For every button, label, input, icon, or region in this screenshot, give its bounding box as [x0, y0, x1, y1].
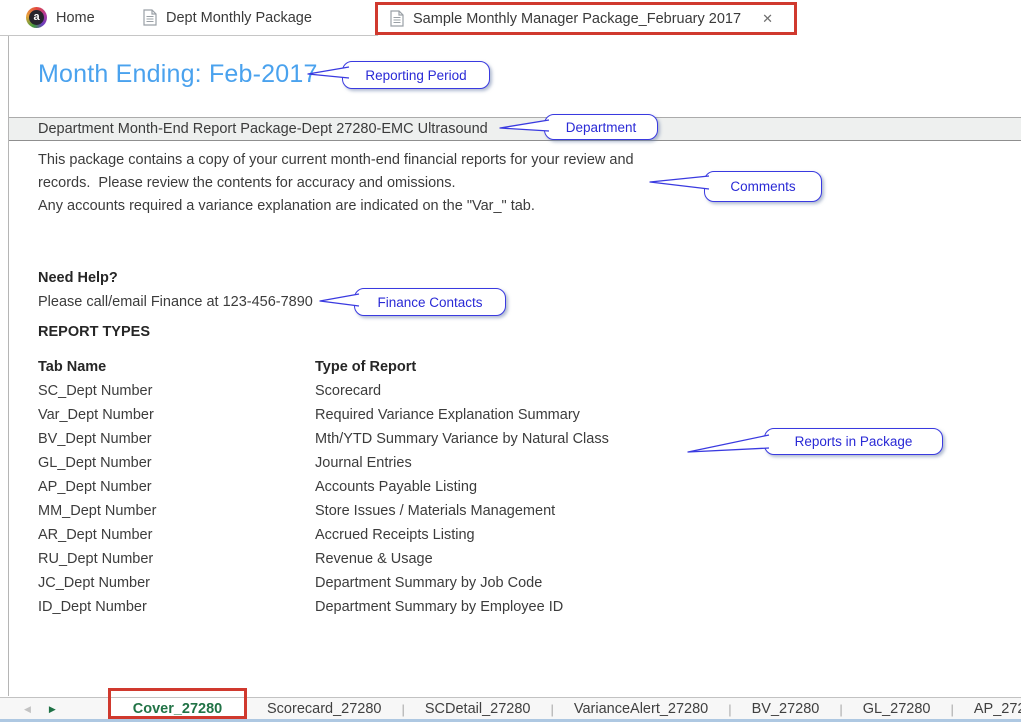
- content-frame-left-border: [8, 36, 9, 696]
- cell-tab-name: GL_Dept Number: [38, 455, 152, 471]
- department-header-text: Department Month-End Report Package-Dept…: [38, 121, 488, 137]
- callout-tail: [649, 175, 710, 190]
- table-row: AR_Dept Number Accrued Receipts Listing: [38, 523, 735, 547]
- sheet-tab-bv[interactable]: BV_27280: [751, 701, 820, 717]
- table-row: GL_Dept Number Journal Entries: [38, 451, 735, 475]
- report-types-table: Tab Name Type of Report SC_Dept Number S…: [38, 355, 735, 619]
- sheet-tab-scorecard[interactable]: Scorecard_27280: [267, 701, 382, 717]
- topbar-divider: [0, 35, 378, 36]
- cell-report-type: Department Summary by Job Code: [315, 575, 543, 591]
- sheet-tab-cover[interactable]: Cover_27280: [111, 698, 244, 720]
- cell-report-type: Store Issues / Materials Management: [315, 503, 556, 519]
- cell-tab-name: Var_Dept Number: [38, 407, 154, 423]
- table-row: AP_Dept Number Accounts Payable Listing: [38, 475, 735, 499]
- sheet-tab-separator: |: [401, 701, 405, 717]
- sheet-tab-ap[interactable]: AP_27280: [973, 701, 1021, 717]
- tab-dept-monthly-package-label: Dept Monthly Package: [166, 9, 312, 26]
- tab-dept-monthly-package[interactable]: Dept Monthly Package: [143, 0, 312, 35]
- cell-report-type: Accounts Payable Listing: [315, 479, 478, 495]
- window-bottom-edge: [0, 719, 1021, 722]
- cell-report-type: Scorecard: [315, 383, 382, 399]
- sheet-tab-gl[interactable]: GL_27280: [862, 701, 931, 717]
- cell-report-type: Department Summary by Employee ID: [315, 599, 564, 615]
- document-icon: [143, 9, 157, 26]
- table-row: MM_Dept Number Store Issues / Materials …: [38, 499, 735, 523]
- sheet-tab-separator: |: [839, 701, 843, 717]
- comments-line: This package contains a copy of your cur…: [38, 152, 634, 168]
- sheet-nav-left-icon[interactable]: ◀: [24, 703, 31, 714]
- callout-reports-in-package: Reports in Package: [764, 428, 943, 455]
- sheet-tab-variancealert[interactable]: VarianceAlert_27280: [573, 701, 709, 717]
- cell-tab-name: ID_Dept Number: [38, 599, 147, 615]
- table-row: RU_Dept Number Revenue & Usage: [38, 547, 735, 571]
- callout-tail: [307, 66, 350, 79]
- callout-finance-contacts: Finance Contacts: [354, 288, 506, 316]
- app-logo-icon: a: [26, 7, 47, 28]
- table-row: ID_Dept Number Department Summary by Emp…: [38, 595, 735, 619]
- tab-home-label: Home: [56, 9, 95, 26]
- page-title: Month Ending: Feb-2017: [38, 60, 318, 88]
- callout-tail: [319, 293, 360, 307]
- top-tab-bar: a Home Dept Monthly Package Sample Mo: [0, 0, 1021, 36]
- table-row: Var_Dept Number Required Variance Explan…: [38, 403, 735, 427]
- callout-department: Department: [544, 114, 658, 140]
- cell-report-type: Mth/YTD Summary Variance by Natural Clas…: [315, 431, 609, 447]
- table-row: BV_Dept Number Mth/YTD Summary Variance …: [38, 427, 735, 451]
- finance-contact-line: Please call/email Finance at 123-456-789…: [38, 294, 313, 310]
- cell-tab-name: SC_Dept Number: [38, 383, 153, 399]
- callout-tail: [499, 119, 550, 132]
- report-types-heading: REPORT TYPES: [38, 324, 150, 340]
- document-icon: [390, 10, 404, 27]
- cell-tab-name: AP_Dept Number: [38, 479, 152, 495]
- table-row: JC_Dept Number Department Summary by Job…: [38, 571, 735, 595]
- app-logo-letter: a: [29, 10, 44, 25]
- column-header-type-of-report: Type of Report: [315, 359, 417, 375]
- comments-line: records. Please review the contents for …: [38, 175, 456, 191]
- cell-report-type: Required Variance Explanation Summary: [315, 407, 580, 423]
- sheet-tab-strip: ◀ ▶ Cover_27280 Scorecard_27280 | SCDeta…: [0, 697, 1021, 720]
- cell-report-type: Revenue & Usage: [315, 551, 433, 567]
- tab-home[interactable]: a Home: [26, 0, 95, 35]
- cell-report-type: Accrued Receipts Listing: [315, 527, 475, 543]
- callout-reporting-period: Reporting Period: [342, 61, 490, 89]
- cell-tab-name: MM_Dept Number: [38, 503, 157, 519]
- sheet-tab-separator: |: [550, 701, 554, 717]
- cell-tab-name: JC_Dept Number: [38, 575, 151, 591]
- callout-comments: Comments: [704, 171, 822, 202]
- callout-tail: [687, 434, 770, 453]
- cell-tab-name: BV_Dept Number: [38, 431, 152, 447]
- column-header-tab-name: Tab Name: [38, 359, 107, 375]
- tab-sample-monthly-manager-package-label: Sample Monthly Manager Package_February …: [413, 10, 742, 27]
- sheet-tab-separator: |: [950, 701, 954, 717]
- tab-sample-monthly-manager-package[interactable]: Sample Monthly Manager Package_February …: [378, 5, 794, 32]
- cell-report-type: Journal Entries: [315, 455, 412, 471]
- table-row: SC_Dept Number Scorecard: [38, 379, 735, 403]
- table-header-row: Tab Name Type of Report: [38, 355, 735, 379]
- need-help-heading: Need Help?: [38, 270, 118, 286]
- cell-tab-name: RU_Dept Number: [38, 551, 154, 567]
- sheet-nav: ◀ ▶: [24, 698, 56, 720]
- sheet-tab-separator: |: [728, 701, 732, 717]
- comments-line: Any accounts required a variance explana…: [38, 198, 535, 214]
- close-tab-icon[interactable]: ✕: [762, 10, 773, 26]
- comments-paragraph: This package contains a copy of your cur…: [38, 149, 634, 218]
- sheet-nav-right-icon[interactable]: ▶: [48, 703, 56, 714]
- sheet-tabs: Scorecard_27280 | SCDetail_27280 | Varia…: [247, 698, 1021, 720]
- sheet-tab-scdetail[interactable]: SCDetail_27280: [424, 701, 531, 717]
- cell-tab-name: AR_Dept Number: [38, 527, 153, 543]
